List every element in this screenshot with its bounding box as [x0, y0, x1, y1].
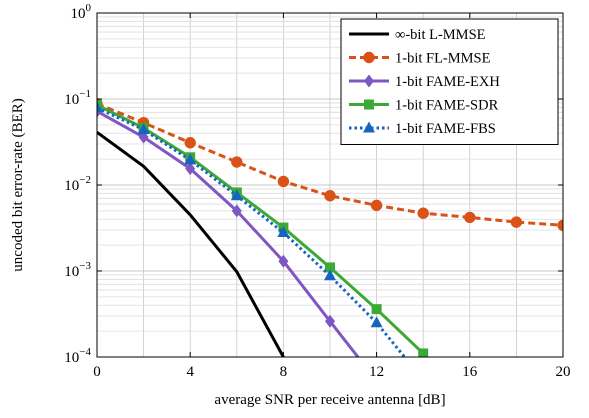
series-marker	[97, 100, 102, 111]
series-marker	[371, 304, 382, 315]
series-marker	[277, 175, 290, 188]
series-marker	[277, 226, 290, 238]
y-axis-label: uncoded bit error-rate (BER)	[10, 98, 26, 271]
series-marker	[418, 348, 429, 357]
x-tick-label: 8	[280, 364, 288, 380]
x-axis-label: average SNR per receive antenna [dB]	[214, 392, 445, 408]
legend: ∞-bit L-MMSE 1-bit FL-MMSE 1-bit FAME-EXH 1…	[340, 18, 559, 145]
legend-label: 1-bit FAME-FBS	[395, 121, 496, 137]
x-tick-label: 20	[556, 364, 571, 380]
series-marker	[97, 101, 103, 113]
series-line	[97, 106, 406, 357]
legend-label: 1-bit FL-MMSE	[395, 51, 491, 67]
series-marker	[231, 156, 243, 168]
y-tick-label: 10−2	[64, 174, 91, 194]
series-marker	[325, 262, 335, 273]
legend-item: 1-bit FAME-EXH	[349, 74, 500, 90]
legend-label: 1-bit FAME-EXH	[395, 74, 500, 90]
series-0	[97, 131, 285, 357]
series-marker	[137, 123, 150, 135]
series-marker	[370, 199, 383, 212]
series-marker	[510, 216, 523, 228]
series-marker	[364, 99, 374, 110]
series-marker	[324, 269, 336, 281]
legend-item: 1-bit FAME-FBS	[349, 121, 496, 137]
series-2	[97, 104, 360, 357]
y-tick-label: 10−4	[64, 346, 91, 366]
series-line	[97, 131, 285, 357]
series-marker	[364, 74, 374, 88]
y-tick-label: 10−1	[64, 88, 91, 108]
series-marker	[363, 121, 375, 133]
series-4	[97, 101, 406, 357]
legend-label: ∞-bit L-MMSE	[395, 27, 486, 43]
y-tick-label: 100	[71, 2, 92, 22]
series-line	[97, 102, 563, 227]
series-marker	[184, 137, 196, 149]
series-marker	[278, 254, 289, 268]
series-marker	[325, 314, 335, 328]
series-marker	[370, 316, 383, 328]
series-marker	[417, 207, 429, 219]
x-tick-label: 16	[462, 364, 478, 380]
x-tick-labels: 0 4 8 12 16 20	[93, 364, 570, 380]
series-marker	[231, 204, 242, 218]
series-layer	[97, 98, 563, 357]
series-marker	[363, 51, 375, 64]
legend-item: 1-bit FAME-SDR	[349, 98, 499, 114]
legend-item: ∞-bit L-MMSE	[349, 27, 486, 43]
y-tick-label: 10−3	[64, 260, 91, 280]
x-tick-label: 12	[369, 364, 384, 380]
legend-label: 1-bit FAME-SDR	[395, 98, 499, 114]
x-tick-label: 0	[93, 364, 101, 380]
series-marker	[185, 162, 196, 176]
series-marker	[184, 153, 197, 165]
tick-marks	[96, 12, 564, 358]
x-tick-label: 4	[186, 364, 194, 380]
series-marker	[324, 190, 336, 202]
series-marker	[230, 189, 243, 201]
legend-item: 1-bit FL-MMSE	[349, 51, 491, 67]
series-marker	[464, 211, 476, 224]
y-tick-labels: 100 10−1 10−2 10−3 10−4	[64, 2, 91, 366]
series-line	[97, 103, 425, 355]
